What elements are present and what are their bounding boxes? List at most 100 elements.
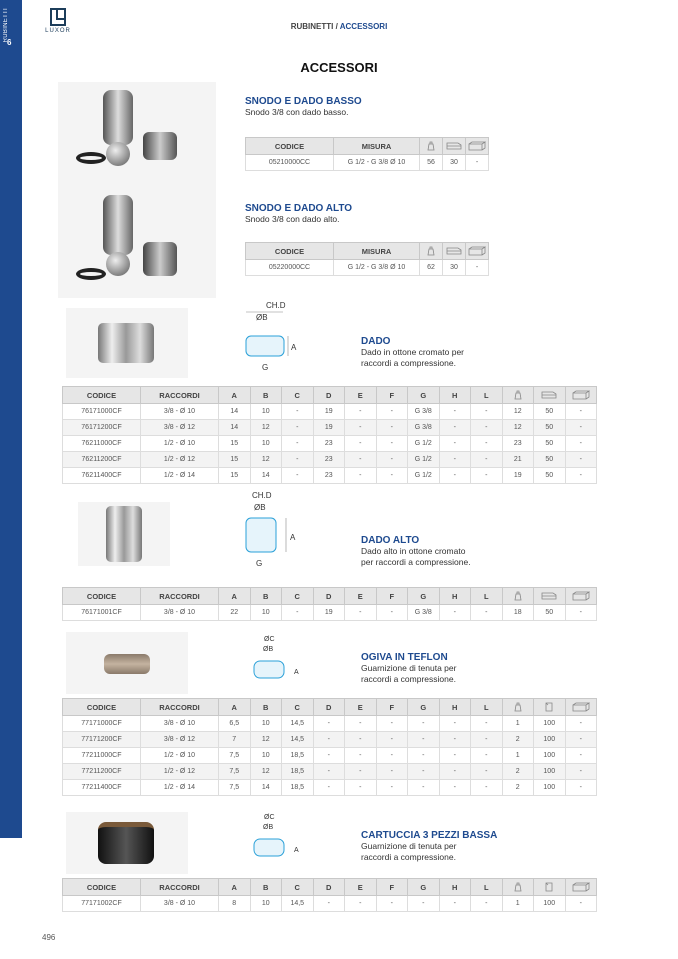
table-cell: 10 bbox=[249, 747, 282, 764]
diagram-label: CH.D bbox=[266, 301, 286, 310]
logo-text: LUXOR bbox=[45, 28, 71, 34]
table-cell: 7,5 bbox=[218, 763, 251, 780]
product-table-ogiva: CODICE RACCORDI A B C D E F G H L 77171000CF 3/8 - Ø… bbox=[62, 698, 597, 796]
table-cell: - bbox=[344, 747, 377, 764]
column-header: RACCORDI bbox=[140, 587, 219, 605]
table-cell: 12 bbox=[249, 731, 282, 748]
column-header: F bbox=[375, 878, 408, 896]
column-header: D bbox=[312, 698, 345, 716]
table-cell: - bbox=[564, 895, 597, 912]
bag-icon bbox=[533, 698, 566, 716]
table-cell: - bbox=[312, 763, 345, 780]
table-row: 76211400CF 1/2 - Ø 14 15 14-23- - G 1/2- -19 50… bbox=[62, 467, 597, 484]
table-cell: 77211000CF bbox=[62, 747, 141, 764]
table-cell: - bbox=[281, 403, 314, 420]
table-cell: - bbox=[470, 451, 503, 468]
column-header: C bbox=[281, 698, 314, 716]
box-icon bbox=[442, 242, 466, 260]
table-cell: - bbox=[470, 403, 503, 420]
diagram-ogiva: ØC ØB A bbox=[253, 636, 299, 679]
table-cell: 50 bbox=[533, 451, 566, 468]
column-header: F bbox=[375, 698, 408, 716]
table-cell: - bbox=[281, 419, 314, 436]
table-cell: - bbox=[407, 731, 440, 748]
column-header: CODICE bbox=[245, 242, 334, 260]
table-cell: 8 bbox=[218, 895, 251, 912]
table-cell: 14 bbox=[249, 467, 282, 484]
table-cell: - bbox=[564, 604, 597, 621]
product-desc: raccordi a compressione. bbox=[361, 358, 456, 368]
diagram-dado-alto: CH.D ØB A G bbox=[245, 491, 296, 568]
table-cell: 1/2 - Ø 10 bbox=[140, 747, 219, 764]
table-cell: 12 bbox=[249, 451, 282, 468]
product-desc: Guarnizione di tenuta per bbox=[361, 663, 457, 673]
column-header: D bbox=[312, 878, 345, 896]
table-cell: - bbox=[407, 747, 440, 764]
svg-text:ØB: ØB bbox=[254, 503, 266, 512]
product-photo-snodo-alto bbox=[58, 190, 216, 298]
table-cell: 05220000CC bbox=[245, 259, 334, 276]
table-cell: 2 bbox=[501, 731, 534, 748]
table-cell: 3/8 - Ø 10 bbox=[140, 895, 219, 912]
table-cell: G 1/2 - G 3/8 Ø 10 bbox=[333, 259, 420, 276]
product-desc: Guarnizione di tenuta per bbox=[361, 841, 457, 851]
table-cell: 3/8 - Ø 12 bbox=[140, 731, 219, 748]
column-header: E bbox=[344, 386, 377, 404]
product-photo-cartuccia bbox=[66, 812, 188, 874]
table-cell: G 3/8 bbox=[407, 403, 440, 420]
logo: LUXOR bbox=[38, 8, 78, 34]
table-cell: 100 bbox=[533, 763, 566, 780]
table-cell: - bbox=[438, 403, 471, 420]
table-cell: 50 bbox=[533, 604, 566, 621]
table-cell: 14 bbox=[218, 403, 251, 420]
table-cell: 23 bbox=[312, 467, 345, 484]
column-header: CODICE bbox=[62, 386, 141, 404]
column-header: RACCORDI bbox=[140, 878, 219, 896]
table-row: 05220000CC G 1/2 - G 3/8 Ø 10 62 30- bbox=[245, 259, 489, 276]
section-number: 6 bbox=[7, 38, 12, 47]
table-cell: - bbox=[375, 895, 408, 912]
table-cell: - bbox=[438, 747, 471, 764]
table-cell: 56 bbox=[419, 154, 443, 171]
table-cell: - bbox=[470, 763, 503, 780]
table-cell: 1 bbox=[501, 895, 534, 912]
product-photo-dado bbox=[66, 308, 188, 378]
column-header: B bbox=[249, 386, 282, 404]
table-cell: - bbox=[375, 467, 408, 484]
table-cell: - bbox=[470, 779, 503, 796]
table-cell: - bbox=[344, 895, 377, 912]
table-cell: 1/2 - Ø 14 bbox=[140, 467, 219, 484]
svg-text:A: A bbox=[294, 669, 299, 676]
table-cell: 76171001CF bbox=[62, 604, 141, 621]
table-cell: 3/8 - Ø 10 bbox=[140, 715, 219, 732]
svg-text:ØB: ØB bbox=[263, 824, 273, 831]
column-header: H bbox=[438, 386, 471, 404]
table-cell: 15 bbox=[218, 467, 251, 484]
table-cell: 76211000CF bbox=[62, 435, 141, 452]
column-header: B bbox=[249, 587, 282, 605]
table-cell: - bbox=[564, 451, 597, 468]
column-header: B bbox=[249, 878, 282, 896]
table-cell: 1 bbox=[501, 747, 534, 764]
table-cell: - bbox=[312, 779, 345, 796]
product-title: CARTUCCIA 3 PEZZI BASSA bbox=[361, 830, 498, 841]
table-cell: 14 bbox=[218, 419, 251, 436]
table-cell: 3/8 - Ø 10 bbox=[140, 403, 219, 420]
column-header: A bbox=[218, 878, 251, 896]
product-table-snodo-basso: CODICE MISURA 05210000CC G 1/2 - G 3/8 Ø 10… bbox=[245, 137, 489, 171]
table-cell: - bbox=[564, 779, 597, 796]
table-cell: - bbox=[344, 451, 377, 468]
table-cell: - bbox=[312, 715, 345, 732]
table-cell: 12 bbox=[249, 763, 282, 780]
table-cell: - bbox=[470, 467, 503, 484]
weight-icon bbox=[501, 878, 534, 896]
column-header: D bbox=[312, 386, 345, 404]
product-table-dado: CODICE RACCORDI A B C D E F G H L 76171000CF 3/8 - Ø… bbox=[62, 386, 597, 484]
box-icon bbox=[533, 386, 566, 404]
table-row: 76211000CF 1/2 - Ø 10 15 10-23- - G 1/2- -23 50… bbox=[62, 435, 597, 452]
table-cell: 30 bbox=[442, 259, 466, 276]
table-cell: 15 bbox=[218, 435, 251, 452]
column-header: D bbox=[312, 587, 345, 605]
table-cell: 19 bbox=[501, 467, 534, 484]
table-cell: - bbox=[375, 435, 408, 452]
